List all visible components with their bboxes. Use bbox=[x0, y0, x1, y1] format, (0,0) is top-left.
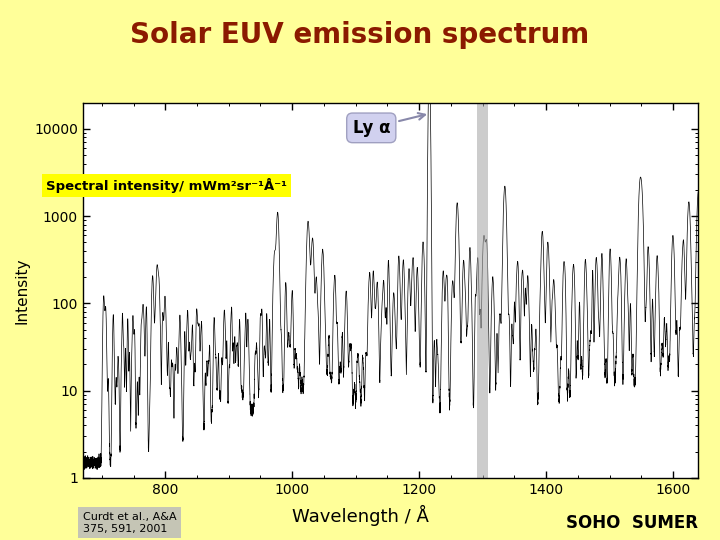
Text: Solar EUV emission spectrum: Solar EUV emission spectrum bbox=[130, 21, 590, 49]
Text: Curdt et al., A&A
375, 591, 2001: Curdt et al., A&A 375, 591, 2001 bbox=[83, 512, 176, 534]
Y-axis label: Intensity: Intensity bbox=[15, 257, 30, 323]
Text: SOHO  SUMER: SOHO SUMER bbox=[567, 514, 698, 532]
Text: Ly α: Ly α bbox=[353, 113, 425, 137]
Bar bbox=[477, 103, 488, 478]
Text: Wavelength / Å: Wavelength / Å bbox=[292, 505, 428, 526]
Text: Spectral intensity/ mWm²sr⁻¹Å⁻¹: Spectral intensity/ mWm²sr⁻¹Å⁻¹ bbox=[46, 178, 287, 193]
